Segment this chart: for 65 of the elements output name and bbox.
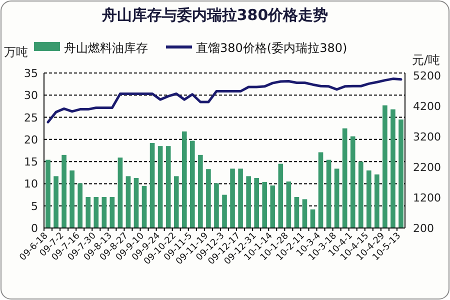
y2-tick-label: 4200 (413, 100, 441, 113)
bar (198, 154, 203, 228)
bar (46, 160, 50, 228)
bar (238, 168, 243, 228)
bar (190, 140, 195, 228)
bar (166, 146, 171, 228)
bar (102, 197, 107, 228)
bar (94, 197, 99, 228)
bar (318, 152, 324, 228)
bar (86, 197, 91, 228)
bar (150, 142, 155, 228)
bar (262, 182, 268, 228)
bar (374, 174, 380, 228)
legend-label: 舟山燃料油库存 (64, 41, 148, 55)
bar (126, 176, 131, 228)
bar (302, 199, 308, 228)
bar (134, 178, 139, 228)
bar (286, 182, 292, 228)
y2-tick-label: 1200 (413, 191, 441, 204)
bar (294, 197, 300, 228)
bar (278, 164, 284, 228)
line-series (46, 78, 402, 124)
bar (54, 176, 58, 228)
bar (334, 168, 340, 228)
bar (78, 183, 83, 228)
bar (182, 131, 187, 228)
y2-axis-title: 元/吨 (412, 53, 440, 67)
y-tick-label: 25 (24, 111, 38, 124)
bar (358, 162, 364, 228)
y2-tick-label: 3200 (413, 130, 441, 144)
bar (390, 109, 396, 228)
bar (326, 160, 332, 228)
bar (62, 154, 66, 228)
bar (246, 176, 251, 228)
bar (398, 120, 404, 228)
y-tick-label: 35 (24, 67, 38, 80)
bar (214, 183, 219, 228)
bar (142, 186, 147, 228)
bar (110, 197, 115, 228)
bar (70, 170, 74, 228)
bar (206, 169, 211, 228)
bar (270, 185, 276, 228)
y2-tick-label: 2200 (413, 160, 441, 174)
y-tick-label: 5 (31, 200, 38, 213)
bar (382, 105, 388, 228)
y-tick-label: 30 (24, 89, 38, 102)
y-tick-label: 0 (31, 222, 38, 235)
y-axis-title: 万吨 (4, 45, 28, 59)
legend-label: 直馏380价格(委内瑞拉380) (196, 41, 348, 55)
chart-title: 舟山库存与委内瑞拉380价格走势 (100, 6, 328, 24)
bar (366, 170, 372, 228)
bar (310, 209, 316, 228)
bar (174, 176, 179, 228)
y-tick-label: 10 (24, 178, 38, 191)
y2-tick-label: 5200 (413, 69, 441, 82)
bar (342, 128, 348, 228)
bar (350, 136, 356, 228)
bar (254, 178, 259, 228)
y2-tick-label: 200 (413, 222, 434, 235)
y-tick-label: 20 (24, 133, 38, 146)
bar (158, 146, 163, 228)
bar (118, 158, 123, 228)
bar (222, 194, 227, 228)
bar (230, 168, 235, 228)
y-tick-label: 15 (24, 156, 38, 169)
